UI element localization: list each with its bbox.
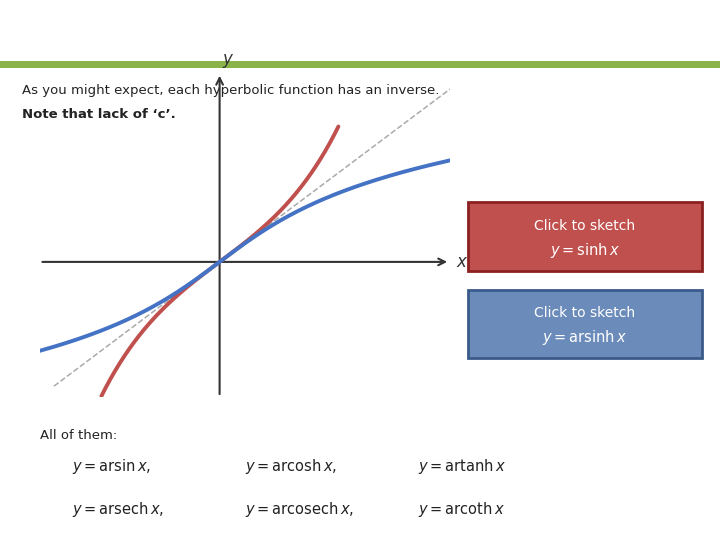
Text: $y = \mathrm{arsinh}\, x$: $y = \mathrm{arsinh}\, x$: [542, 328, 628, 347]
Text: $y = \mathrm{arsin}\, x,$: $y = \mathrm{arsin}\, x,$: [72, 457, 151, 476]
Text: Click to sketch: Click to sketch: [534, 306, 636, 320]
Text: $y = \sinh x$: $y = \sinh x$: [550, 241, 620, 260]
FancyBboxPatch shape: [468, 202, 702, 271]
Text: $y = \mathrm{arsech}\, x,$: $y = \mathrm{arsech}\, x,$: [72, 500, 164, 519]
Text: $y = \mathrm{artanh}\, x$: $y = \mathrm{artanh}\, x$: [418, 457, 506, 476]
Text: $y = \mathrm{arcoth}\, x$: $y = \mathrm{arcoth}\, x$: [418, 500, 505, 519]
FancyBboxPatch shape: [0, 60, 720, 68]
FancyBboxPatch shape: [468, 289, 702, 358]
Text: $y = \mathrm{arcosech}\, x,$: $y = \mathrm{arcosech}\, x,$: [245, 500, 354, 519]
Text: $y$: $y$: [222, 52, 235, 70]
Text: Note that lack of ‘c’.: Note that lack of ‘c’.: [22, 107, 176, 120]
Text: $y = \mathrm{arcosh}\, x,$: $y = \mathrm{arcosh}\, x,$: [245, 457, 337, 476]
Text: As you might expect, each hyperbolic function has an inverse.: As you might expect, each hyperbolic fun…: [22, 84, 439, 97]
Text: $x$: $x$: [456, 253, 468, 271]
Text: Click to sketch: Click to sketch: [534, 219, 636, 233]
Text: Inverse Hyperbolic Functions: Inverse Hyperbolic Functions: [16, 19, 449, 45]
Text: All of them:: All of them:: [40, 429, 117, 442]
